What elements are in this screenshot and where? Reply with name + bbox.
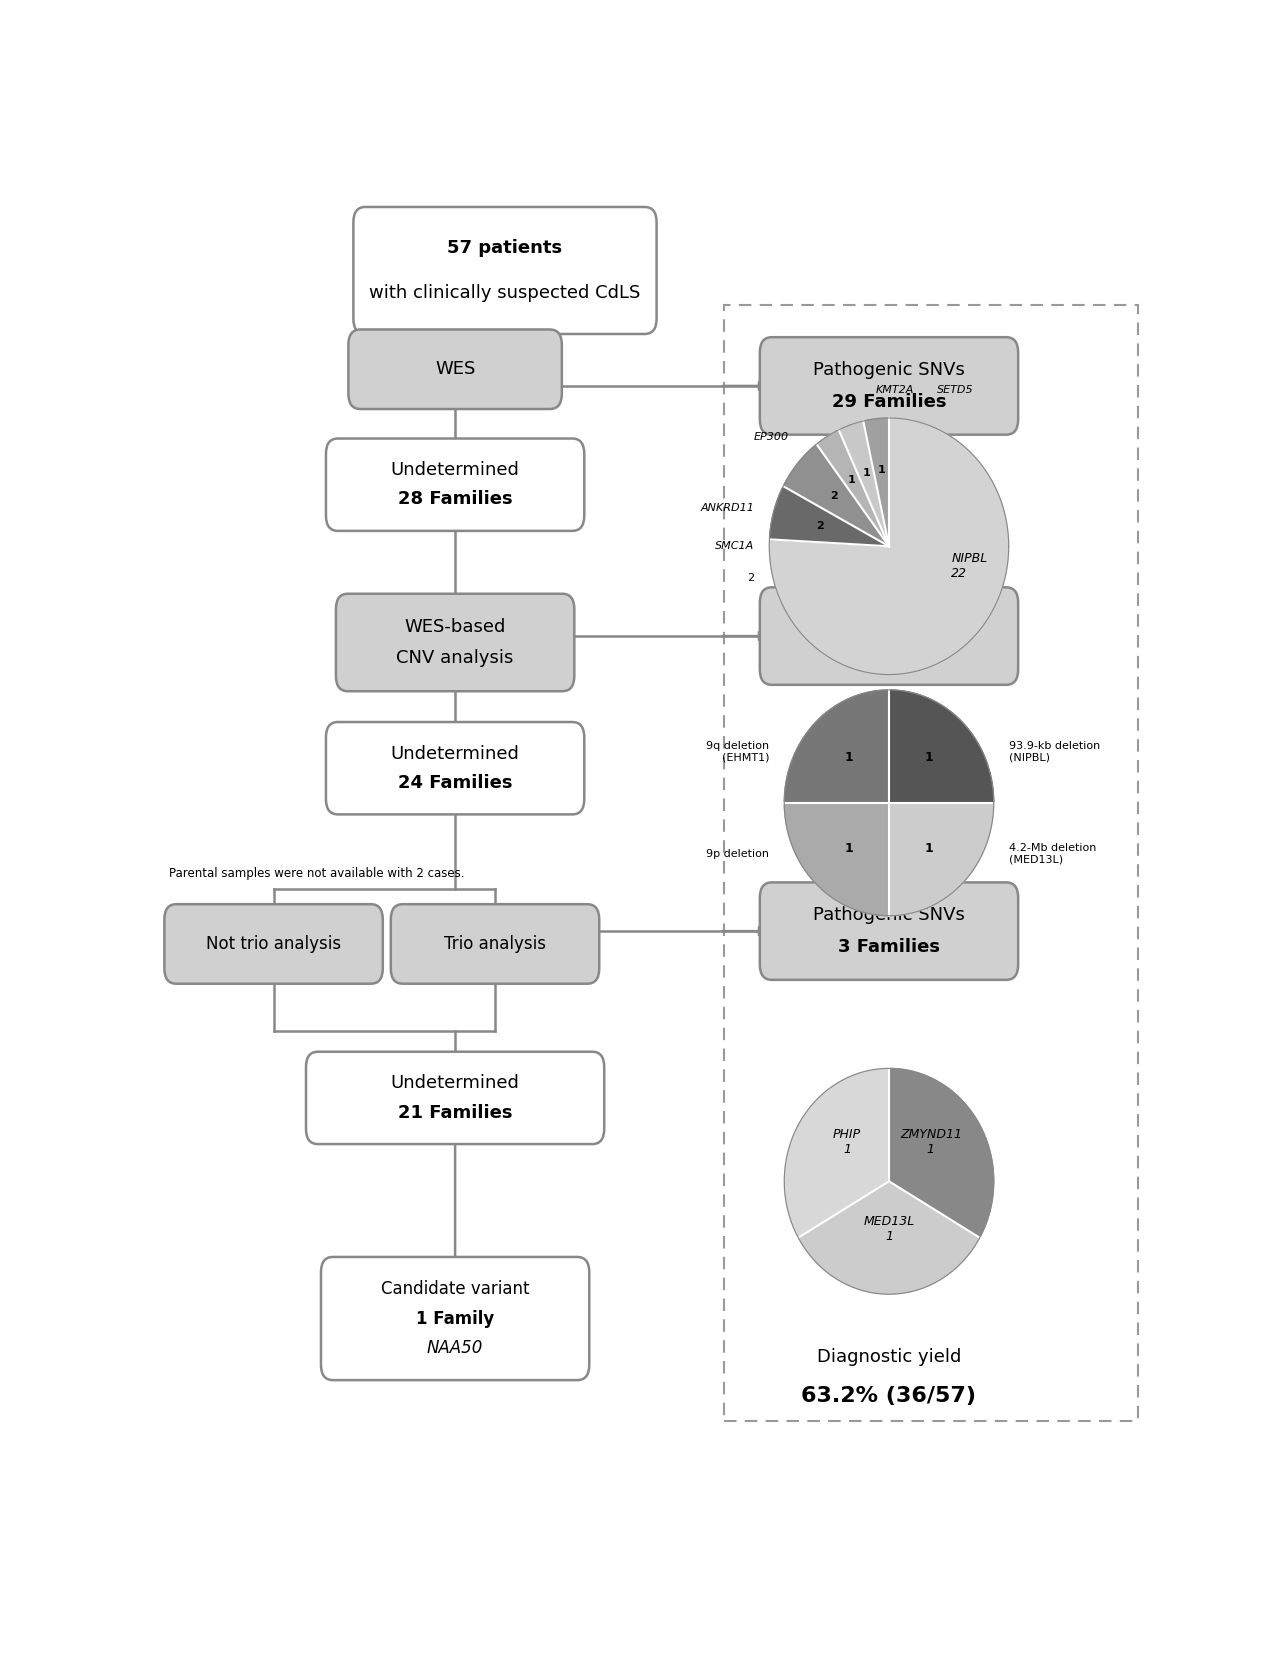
Text: PHIP
1: PHIP 1 [833, 1128, 861, 1156]
Text: 24 Families: 24 Families [398, 773, 512, 791]
Text: 1: 1 [848, 475, 856, 485]
Text: 21 Families: 21 Families [398, 1103, 512, 1121]
FancyBboxPatch shape [320, 1256, 589, 1379]
FancyBboxPatch shape [326, 721, 584, 815]
FancyBboxPatch shape [336, 593, 574, 691]
Text: Diagnostic yield: Diagnostic yield [817, 1348, 961, 1366]
Text: 1: 1 [862, 468, 870, 478]
Text: 2: 2 [748, 573, 754, 583]
Polygon shape [784, 1068, 889, 1238]
Text: 4.2-Mb deletion
(MED13L): 4.2-Mb deletion (MED13L) [1009, 843, 1097, 865]
FancyBboxPatch shape [165, 905, 382, 983]
Polygon shape [784, 803, 889, 916]
Text: 9p deletion: 9p deletion [707, 848, 770, 858]
Polygon shape [889, 690, 994, 803]
Text: 1 Family: 1 Family [416, 1309, 494, 1328]
FancyBboxPatch shape [349, 330, 562, 410]
Polygon shape [784, 445, 889, 546]
Text: with clinically suspected CdLS: with clinically suspected CdLS [369, 285, 641, 302]
Text: 1: 1 [924, 841, 933, 855]
Text: MED13L
1: MED13L 1 [864, 1215, 915, 1243]
Text: SETD5: SETD5 [937, 385, 973, 395]
Text: WES-based: WES-based [404, 618, 506, 636]
Text: 28 Families: 28 Families [398, 490, 512, 508]
Polygon shape [784, 690, 889, 803]
Text: ZMYND11
1: ZMYND11 1 [900, 1128, 961, 1156]
Polygon shape [770, 418, 1009, 675]
Text: WES: WES [435, 360, 475, 378]
Text: Pathogenic CNVs: Pathogenic CNVs [812, 611, 965, 630]
Polygon shape [816, 430, 889, 546]
Text: NIPBL
22: NIPBL 22 [951, 551, 987, 580]
Text: ANKRD11: ANKRD11 [700, 503, 754, 513]
FancyBboxPatch shape [391, 905, 600, 983]
Text: 93.9-kb deletion
(NIPBL): 93.9-kb deletion (NIPBL) [1009, 741, 1100, 763]
Text: EP300: EP300 [754, 431, 789, 441]
Polygon shape [770, 486, 889, 546]
Text: 4 Families: 4 Families [838, 643, 940, 661]
FancyBboxPatch shape [354, 207, 656, 333]
Polygon shape [889, 1068, 994, 1238]
Text: Undetermined: Undetermined [391, 745, 520, 763]
Text: 1: 1 [878, 465, 885, 475]
Text: CNV analysis: CNV analysis [396, 650, 514, 668]
Text: Pathogenic SNVs: Pathogenic SNVs [813, 362, 965, 380]
Bar [725, 305, 1138, 1421]
Text: Undetermined: Undetermined [391, 461, 520, 480]
Text: SMC1A: SMC1A [716, 541, 754, 551]
Polygon shape [889, 803, 994, 916]
FancyBboxPatch shape [306, 1051, 604, 1145]
Text: 29 Families: 29 Families [831, 393, 946, 412]
Text: NAA50: NAA50 [427, 1339, 484, 1356]
Text: 1: 1 [924, 751, 933, 765]
Polygon shape [839, 421, 889, 546]
Text: Trio analysis: Trio analysis [444, 935, 546, 953]
Text: Candidate variant: Candidate variant [381, 1279, 529, 1298]
Text: KMT2A: KMT2A [875, 385, 914, 395]
Text: 2: 2 [816, 521, 824, 531]
Polygon shape [798, 1181, 979, 1294]
FancyBboxPatch shape [759, 883, 1018, 980]
Text: Parental samples were not available with 2 cases.: Parental samples were not available with… [169, 866, 465, 880]
Text: 3 Families: 3 Families [838, 938, 940, 956]
Text: 63.2% (36/57): 63.2% (36/57) [802, 1386, 977, 1406]
Text: 9q deletion
(EHMT1): 9q deletion (EHMT1) [707, 741, 770, 763]
FancyBboxPatch shape [759, 337, 1018, 435]
Text: Undetermined: Undetermined [391, 1075, 520, 1093]
FancyBboxPatch shape [759, 588, 1018, 685]
Polygon shape [864, 418, 889, 546]
Text: 1: 1 [844, 751, 853, 765]
Text: 2: 2 [830, 491, 838, 501]
FancyBboxPatch shape [326, 438, 584, 531]
Text: 1: 1 [844, 841, 853, 855]
Text: Not trio analysis: Not trio analysis [206, 935, 341, 953]
Text: Pathogenic SNVs: Pathogenic SNVs [813, 906, 965, 925]
Text: 57 patients: 57 patients [448, 238, 562, 257]
